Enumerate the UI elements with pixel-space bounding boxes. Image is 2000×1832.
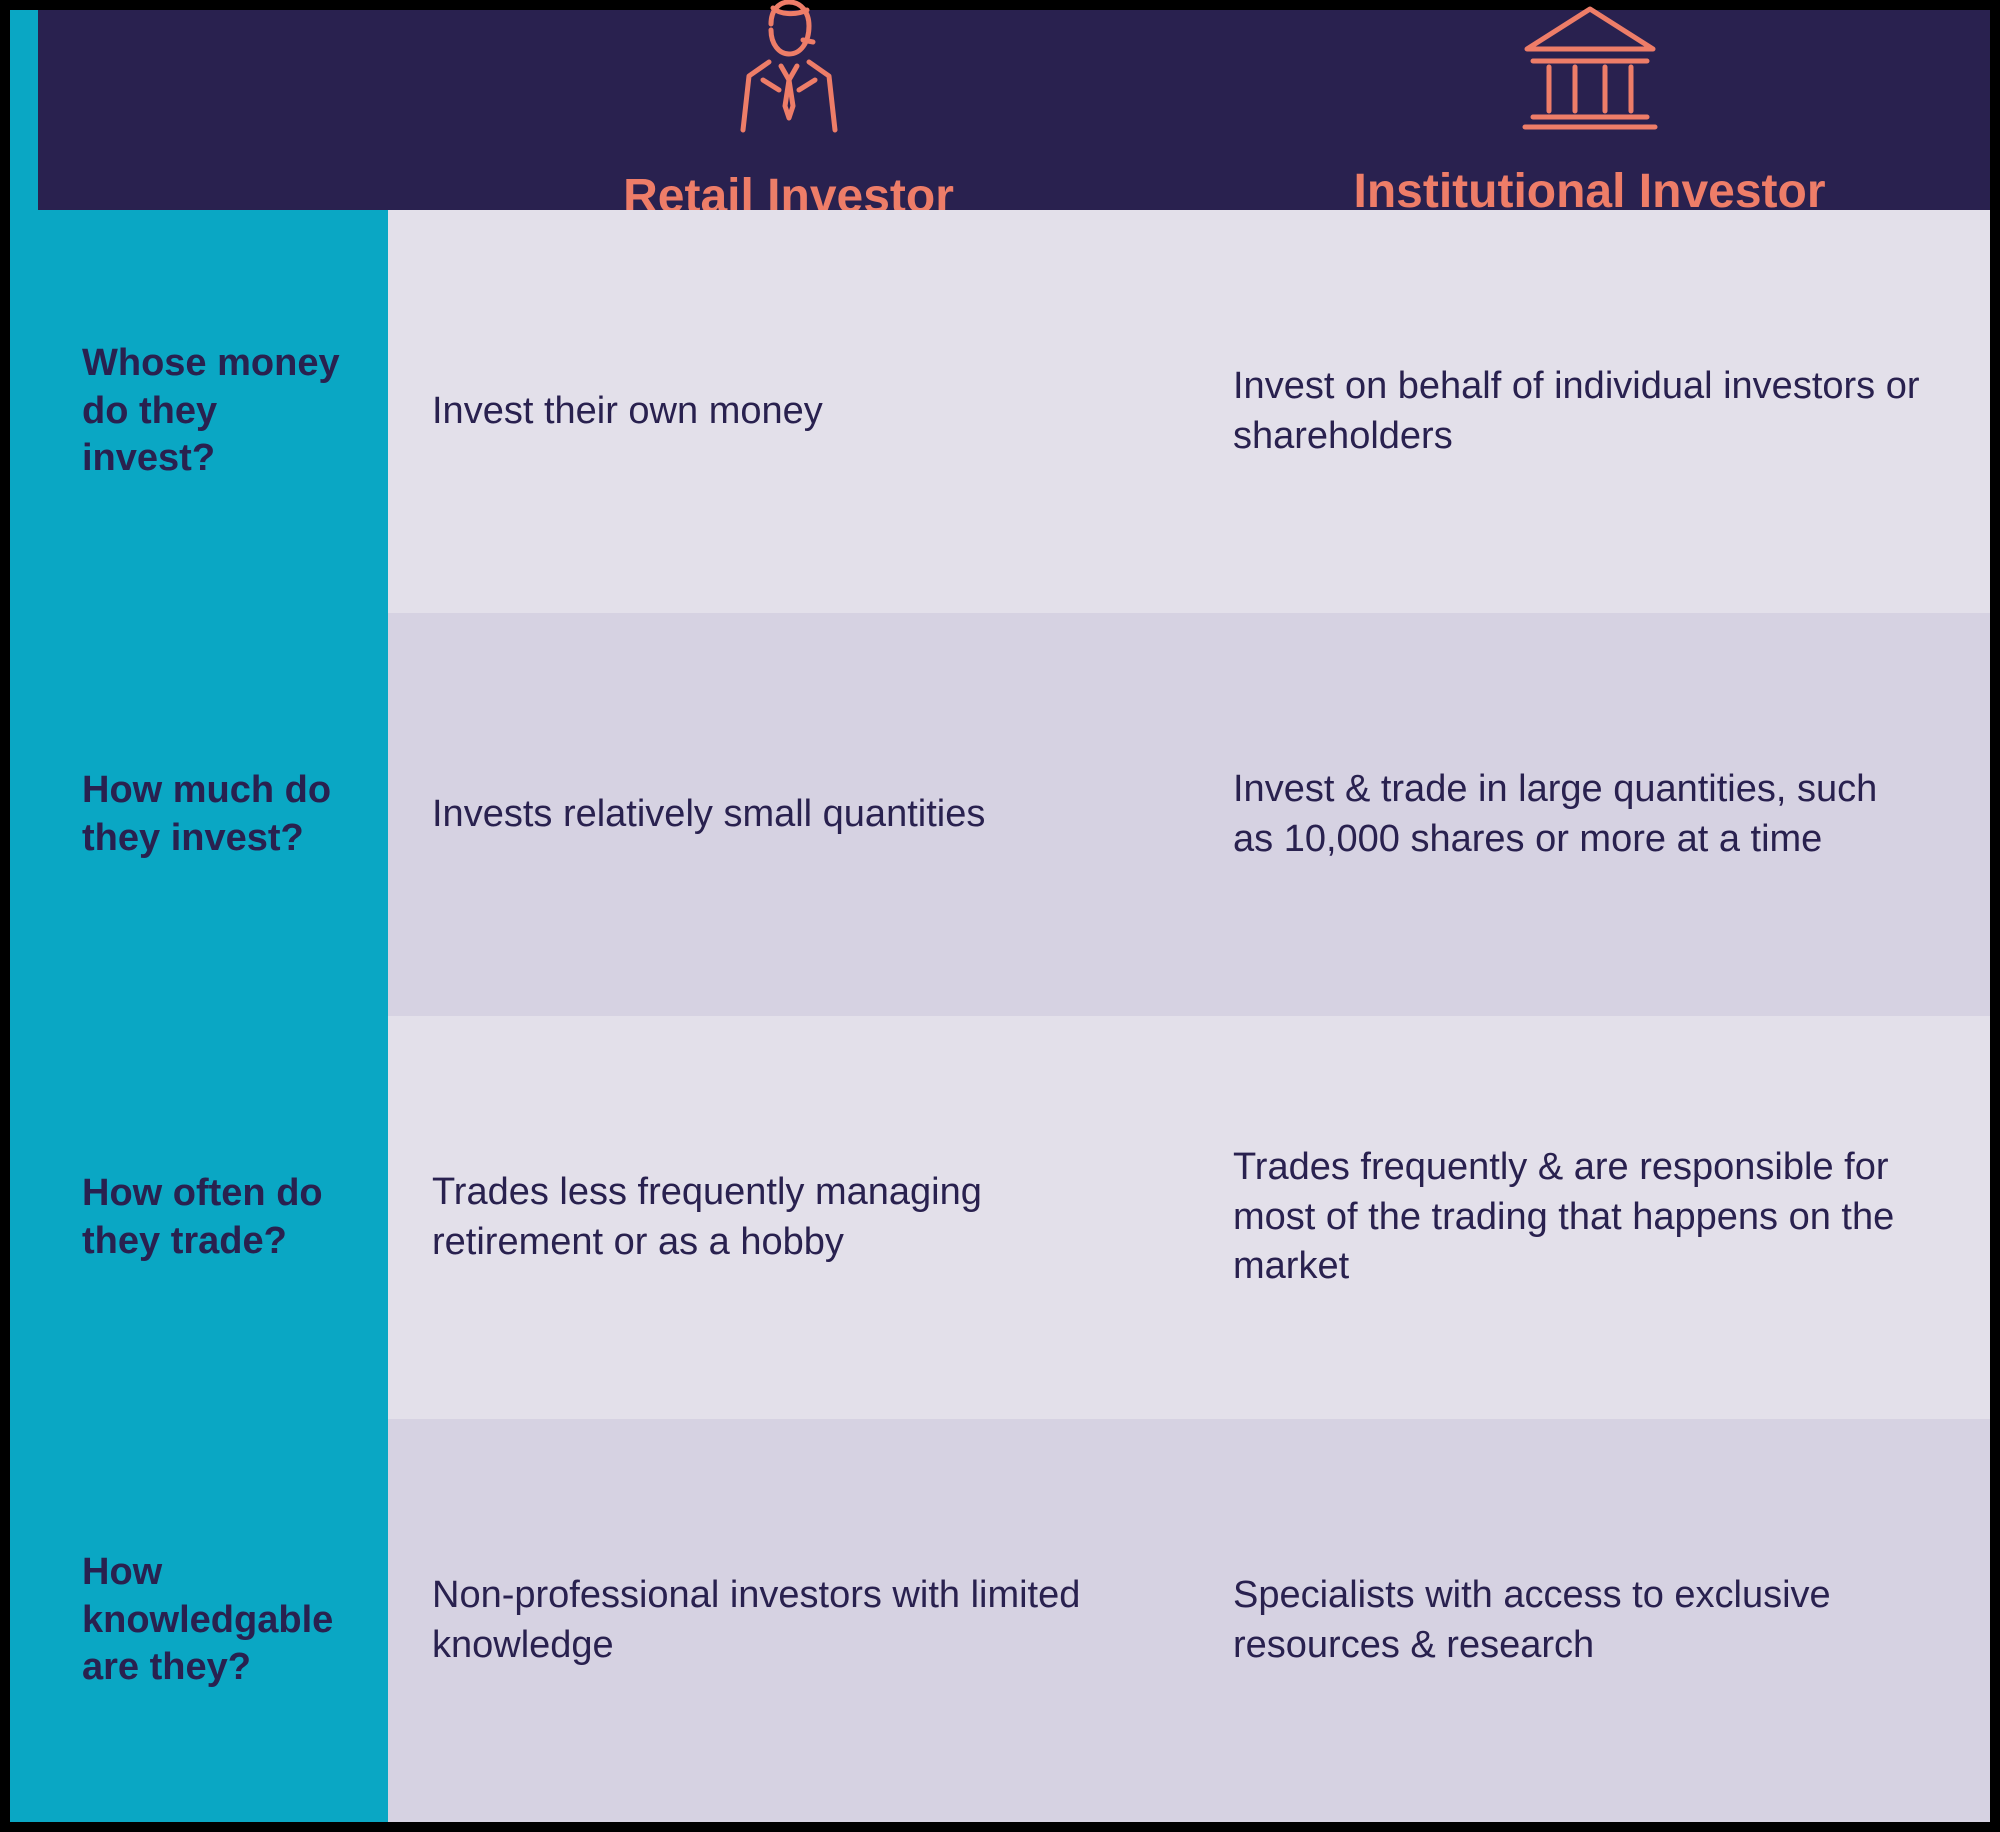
comparison-table: Retail Investor Institutional Investor W… [10, 10, 1990, 1822]
retail-answer: Trades less frequently managing retireme… [388, 1016, 1189, 1419]
institutional-answer: Trades frequently & are responsible for … [1189, 1016, 1990, 1419]
institution-icon [1515, 1, 1665, 136]
institutional-answer: Invest & trade in large quantities, such… [1189, 613, 1990, 1016]
retail-answer: Invest their own money [388, 210, 1189, 613]
institutional-answer: Invest on behalf of individual investors… [1189, 210, 1990, 613]
header-retail: Retail Investor [388, 10, 1189, 210]
question-cell: Whose money do they invest? [38, 210, 388, 613]
retail-answer: Non-professional investors with limited … [388, 1419, 1189, 1822]
institutional-answer: Specialists with access to exclusive res… [1189, 1419, 1990, 1822]
header-institutional: Institutional Investor [1189, 10, 1990, 210]
question-cell: How often do they trade? [38, 1016, 388, 1419]
table-grid: Retail Investor Institutional Investor W… [38, 10, 1990, 1822]
person-icon [729, 0, 849, 141]
header-empty-cell [38, 10, 388, 210]
question-cell: How knowledgable are they? [38, 1419, 388, 1822]
retail-answer: Invests relatively small quantities [388, 613, 1189, 1016]
accent-bar [10, 10, 38, 1822]
question-cell: How much do they invest? [38, 613, 388, 1016]
